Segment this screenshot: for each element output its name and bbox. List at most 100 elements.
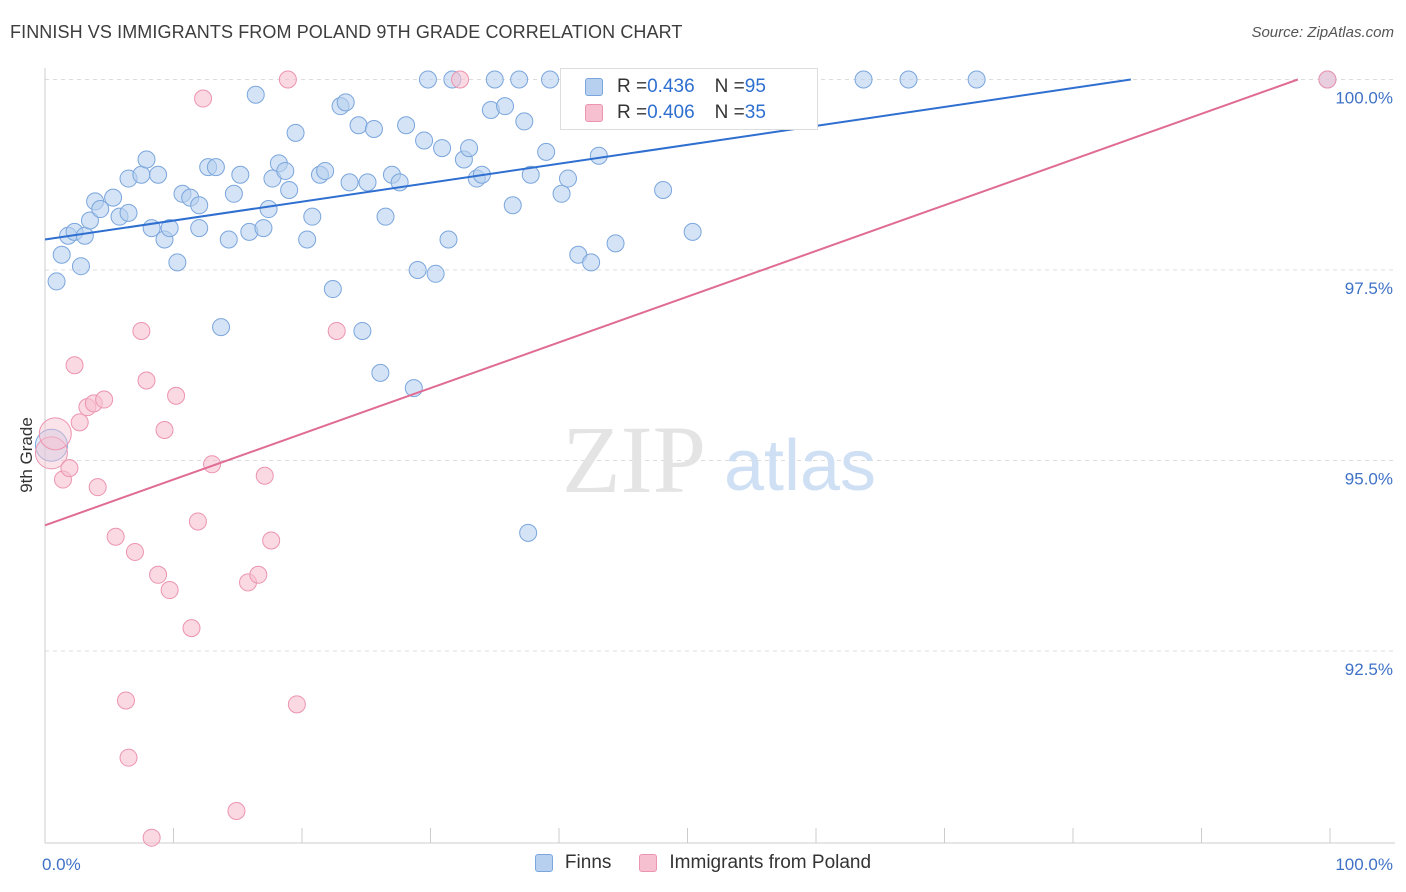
legend-finns-swatch: [534, 854, 553, 872]
finns-point: [219, 230, 238, 249]
finns-trend-line: [44, 78, 1131, 241]
legend-poland-swatch: [639, 854, 658, 872]
finns-point: [303, 207, 322, 226]
poland-point: [116, 691, 135, 710]
legend-item-poland[interactable]: Immigrants from Poland: [639, 852, 871, 874]
finns-point: [854, 70, 873, 89]
finns-point: [683, 222, 702, 241]
finns-point: [415, 131, 434, 150]
poland-point: [137, 371, 156, 390]
chart-title: FINNISH VS IMMIGRANTS FROM POLAND 9TH GR…: [10, 22, 683, 42]
poland-point: [167, 386, 186, 405]
finns-point: [190, 219, 209, 238]
finns-point: [371, 363, 390, 382]
axes: [44, 68, 1395, 844]
poland-point: [149, 565, 168, 584]
finns-point: [119, 203, 138, 222]
poland-point: [327, 321, 346, 340]
finns-point: [537, 142, 556, 161]
finns-point: [137, 150, 156, 169]
poland-swatch: [585, 104, 603, 122]
finns-point: [206, 158, 225, 177]
finns-point: [606, 234, 625, 253]
finns-point: [558, 169, 577, 188]
finns-point: [34, 428, 68, 462]
legend-poland-label: Immigrants from Poland: [669, 852, 872, 873]
poland-r-label: R =: [617, 102, 648, 123]
finns-point: [899, 70, 918, 89]
y-axis-label: 9th Grade: [17, 417, 36, 493]
finns-point: [552, 184, 571, 203]
poland-point: [182, 619, 201, 638]
poland-r-value: 0.406: [647, 102, 695, 123]
finns-point: [160, 219, 179, 238]
finns-point: [80, 211, 99, 230]
y-tick-label: 100.0%: [1335, 89, 1393, 108]
legend-finns-label: Finns: [564, 852, 612, 873]
finns-point: [91, 200, 110, 219]
poland-trend-line: [44, 78, 1299, 527]
finns-point: [349, 116, 368, 135]
finns-point: [190, 196, 209, 215]
finns-point: [254, 219, 273, 238]
finns-point: [510, 70, 529, 89]
finns-point: [353, 321, 372, 340]
finns-n-value: 95: [744, 76, 766, 97]
finns-point: [397, 116, 416, 135]
poland-point: [249, 565, 268, 584]
finns-point: [298, 230, 317, 249]
finns-point: [259, 200, 278, 219]
tick-labels: 100.0% 97.5% 95.0% 92.5% 0.0% 100.0%: [42, 89, 1393, 875]
legend-row-poland: R = 0.406 N = 35: [585, 100, 766, 126]
poland-point: [142, 828, 161, 847]
source-credit: Source: ZipAtlas.com: [1251, 24, 1394, 41]
finns-point: [589, 146, 608, 165]
legend-series: Finns Immigrants from Poland: [0, 852, 1406, 874]
finns-point: [521, 165, 540, 184]
finns-point: [358, 173, 377, 192]
poland-point: [287, 695, 306, 714]
finns-point: [408, 261, 427, 279]
finns-n-label: N =: [714, 76, 745, 97]
trend-lines: [44, 78, 1299, 527]
finns-point: [132, 165, 151, 184]
grid-lines: [45, 79, 1395, 652]
legend-item-finns[interactable]: Finns: [534, 852, 612, 874]
watermark-zip: ZIP: [562, 406, 706, 513]
finns-r-label: R =: [617, 76, 648, 97]
finns-point: [426, 264, 445, 283]
legend-row-finns: R = 0.436 N = 95: [585, 74, 766, 100]
poland-n-value: 35: [744, 102, 766, 123]
finns-point: [286, 123, 305, 142]
finns-point: [433, 139, 452, 158]
poland-point: [227, 802, 246, 821]
finns-point: [149, 165, 168, 184]
poland-point: [119, 748, 138, 767]
finns-point: [515, 112, 534, 131]
poland-point: [194, 89, 213, 108]
finns-point: [316, 161, 335, 180]
series-poland: [34, 70, 1337, 847]
poland-point: [132, 321, 151, 340]
poland-point: [255, 466, 274, 485]
y-tick-label: 92.5%: [1345, 660, 1393, 679]
finns-point: [541, 70, 560, 89]
finns-point: [439, 230, 458, 249]
finns-point: [168, 253, 187, 272]
poland-point: [1318, 70, 1337, 89]
series-finns: [34, 70, 1337, 542]
finns-point: [364, 120, 383, 139]
poland-point: [125, 542, 144, 561]
finns-point: [496, 97, 515, 116]
poland-point: [106, 527, 125, 546]
poland-point: [451, 70, 470, 89]
x-tick-label: 100.0%: [1335, 855, 1393, 874]
finns-point: [276, 161, 295, 180]
poland-point: [60, 459, 79, 478]
finns-point: [485, 70, 504, 89]
finns-point: [654, 180, 673, 199]
poland-point: [155, 421, 174, 440]
finns-point: [503, 196, 522, 215]
finns-point: [47, 272, 66, 291]
